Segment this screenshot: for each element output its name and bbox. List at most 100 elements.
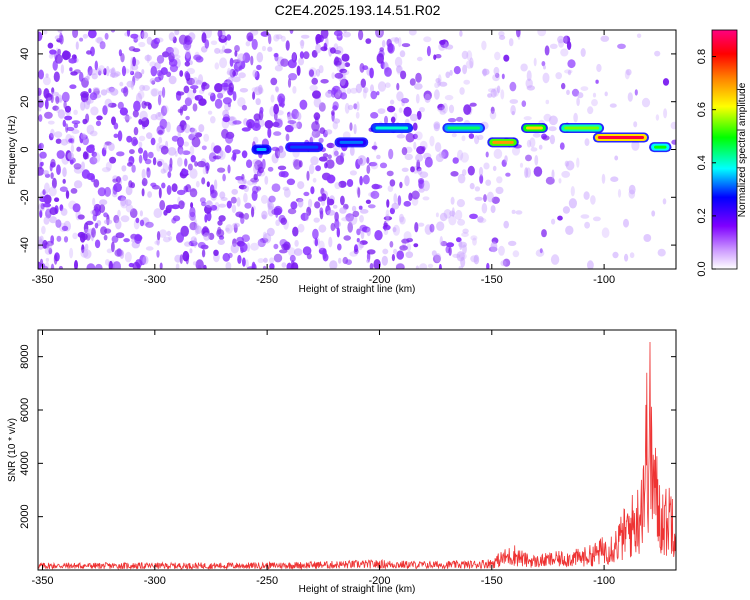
heatmap-cell bbox=[379, 47, 385, 52]
heatmap-cell bbox=[103, 68, 107, 76]
heatmap-cell bbox=[326, 196, 330, 208]
heatmap-cell bbox=[62, 50, 70, 61]
heatmap-cell bbox=[138, 41, 146, 48]
heatmap-cell bbox=[388, 148, 394, 160]
heatmap-cell bbox=[503, 220, 510, 229]
heatmap-cell bbox=[212, 155, 222, 160]
heatmap-cell bbox=[273, 131, 282, 136]
heatmap-cell bbox=[83, 249, 92, 259]
heatmap-cell bbox=[82, 118, 88, 125]
heatmap-cell bbox=[132, 261, 141, 269]
heatmap-cell bbox=[450, 171, 459, 177]
heatmap-cell bbox=[91, 227, 96, 238]
heatmap-cell bbox=[177, 157, 183, 167]
heatmap-cell bbox=[156, 231, 161, 241]
heatmap-cell bbox=[141, 178, 148, 187]
heatmap-cell bbox=[308, 67, 318, 78]
heatmap-cell bbox=[206, 181, 210, 188]
heatmap-cell bbox=[163, 105, 169, 114]
heatmap-cell bbox=[412, 122, 418, 131]
heatmap-cell bbox=[197, 160, 206, 168]
heatmap-cell bbox=[413, 141, 417, 150]
heatmap-cell bbox=[355, 83, 363, 94]
heatmap-cell bbox=[347, 104, 354, 111]
heatmap-cell bbox=[95, 37, 103, 43]
heatmap-cell bbox=[392, 224, 400, 236]
heatmap-cell bbox=[189, 168, 198, 179]
heatmap-cell bbox=[101, 167, 111, 173]
heatmap-cell bbox=[469, 182, 475, 190]
heatmap-cell bbox=[80, 249, 89, 258]
heatmap-cell bbox=[100, 226, 108, 236]
heatmap-cell bbox=[448, 214, 457, 226]
heatmap-cell bbox=[138, 135, 146, 142]
heatmap-cell bbox=[251, 206, 255, 218]
heatmap-cell bbox=[121, 65, 127, 77]
heatmap-cell bbox=[591, 99, 598, 107]
heatmap-cell bbox=[610, 176, 619, 182]
heatmap-cell bbox=[134, 70, 140, 82]
heatmap-cell bbox=[315, 68, 321, 77]
heatmap-cell bbox=[482, 68, 487, 77]
heatmap-cell bbox=[189, 60, 193, 66]
heatmap-cell bbox=[48, 247, 53, 255]
heatmap-cell bbox=[245, 41, 251, 47]
colorbar-tick-label: 0.0 bbox=[696, 261, 708, 276]
heatmap-cell bbox=[306, 170, 310, 181]
heatmap-cell bbox=[225, 224, 234, 234]
heatmap-cell bbox=[286, 262, 293, 269]
heatmap-cell bbox=[273, 103, 279, 115]
heatmap-cell bbox=[49, 216, 57, 224]
heatmap-cell bbox=[394, 56, 403, 68]
heatmap-cell bbox=[545, 99, 550, 105]
snr-y-ticks: 8000 6000 4000 2000 bbox=[19, 344, 676, 529]
heatmap-cell bbox=[156, 37, 164, 43]
heatmap-cell bbox=[340, 92, 348, 100]
heatmap-cell bbox=[86, 173, 95, 181]
heatmap-cell bbox=[89, 92, 98, 101]
heatmap-cell bbox=[433, 54, 437, 60]
heatmap-cell bbox=[496, 85, 501, 94]
heatmap-cell bbox=[565, 160, 575, 171]
heatmap-cell bbox=[72, 232, 78, 240]
heatmap-cell bbox=[415, 265, 419, 269]
heatmap-cell bbox=[104, 98, 113, 108]
heatmap-cell bbox=[190, 155, 196, 163]
heatmap-cell bbox=[353, 123, 357, 135]
heatmap-cell bbox=[439, 81, 448, 87]
heatmap-cell bbox=[385, 209, 390, 220]
heatmap-cell bbox=[345, 259, 353, 265]
feature-core bbox=[375, 126, 409, 130]
heatmap-cell bbox=[422, 196, 430, 201]
heatmap-cell bbox=[297, 198, 304, 208]
heatmap-cell bbox=[119, 107, 128, 116]
heatmap-cell bbox=[431, 250, 437, 257]
heatmap-cell bbox=[587, 106, 594, 115]
heatmap-cell bbox=[293, 248, 303, 256]
heatmap-cell bbox=[435, 212, 439, 218]
heatmap-cell bbox=[313, 217, 320, 223]
heatmap-cell bbox=[427, 263, 434, 268]
heatmap-cell bbox=[477, 216, 484, 223]
heatmap-cell bbox=[627, 92, 633, 102]
heatmap-cell bbox=[213, 249, 219, 256]
heatmap-cell bbox=[112, 261, 121, 269]
heatmap-cell bbox=[231, 76, 241, 83]
heatmap-cell bbox=[257, 238, 266, 248]
heatmap-cell bbox=[411, 190, 420, 200]
heatmap-cell bbox=[267, 166, 274, 172]
heatmap-cell bbox=[382, 248, 389, 255]
heatmap-cell bbox=[489, 110, 497, 120]
heatmap-x-ticks: -350 -300 -250 -200 -150 -100 bbox=[31, 30, 615, 286]
heatmap-cell bbox=[223, 48, 232, 54]
heatmap-cell bbox=[329, 47, 336, 54]
heatmap-cell bbox=[150, 182, 157, 187]
heatmap-cell bbox=[424, 93, 431, 104]
heatmap-cell bbox=[442, 103, 448, 114]
heatmap-cell bbox=[376, 154, 381, 160]
heatmap-cell bbox=[197, 74, 204, 85]
heatmap-cell bbox=[230, 243, 239, 254]
heatmap-cell bbox=[270, 94, 275, 103]
heatmap-cell bbox=[302, 246, 312, 256]
